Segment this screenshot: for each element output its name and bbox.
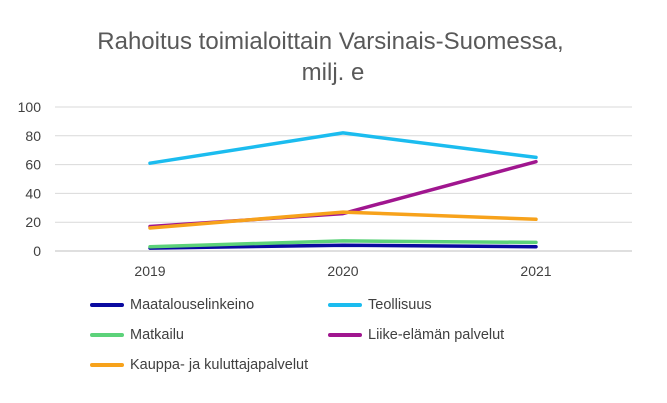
x-tick-label: 2019	[134, 263, 165, 279]
legend-item: Teollisuus	[328, 294, 568, 316]
x-axis-tick-labels: 2019 2020 2021	[134, 263, 551, 279]
legend-swatch	[90, 333, 124, 337]
y-axis-tick-labels: 0 20 40 60 80 100	[18, 99, 42, 259]
legend-swatch	[328, 303, 362, 307]
legend-swatch	[328, 333, 362, 337]
y-tick-label: 20	[25, 214, 41, 230]
legend-label: Kauppa- ja kuluttajapalvelut	[130, 357, 309, 373]
legend-label: Matkailu	[130, 327, 184, 343]
legend: Maatalouselinkeino Teollisuus Matkailu Liik…	[90, 294, 630, 376]
gridlines	[55, 106, 632, 252]
x-tick-label: 2020	[327, 263, 358, 279]
y-tick-label: 60	[25, 157, 41, 173]
legend-swatch	[90, 303, 124, 307]
legend-item: Kauppa- ja kuluttajapalvelut	[90, 354, 328, 376]
y-tick-label: 100	[18, 99, 42, 115]
legend-item: Liike-elämän palvelut	[328, 324, 568, 346]
series-lines	[148, 131, 538, 250]
legend-swatch	[90, 363, 124, 367]
y-tick-label: 80	[25, 128, 41, 144]
legend-label: Maatalouselinkeino	[130, 297, 255, 313]
chart-title-line-2: milj. e	[301, 59, 365, 86]
legend-label: Liike-elämän palvelut	[368, 327, 505, 343]
legend-item: Maatalouselinkeino	[90, 294, 328, 316]
legend-label: Teollisuus	[368, 297, 432, 313]
chart-title: Rahoitus toimialoittain Varsinais-Suomes…	[0, 26, 667, 88]
series-line-4	[148, 210, 538, 230]
x-tick-label: 2021	[520, 263, 551, 279]
series-line-1	[148, 131, 538, 165]
legend-item: Matkailu	[90, 324, 328, 346]
series-line-2	[148, 239, 538, 249]
y-tick-label: 40	[25, 185, 41, 201]
y-tick-label: 0	[33, 243, 41, 259]
series-line-0	[148, 243, 538, 250]
chart-title-line-1: Rahoitus toimialoittain Varsinais-Suomes…	[97, 28, 564, 55]
